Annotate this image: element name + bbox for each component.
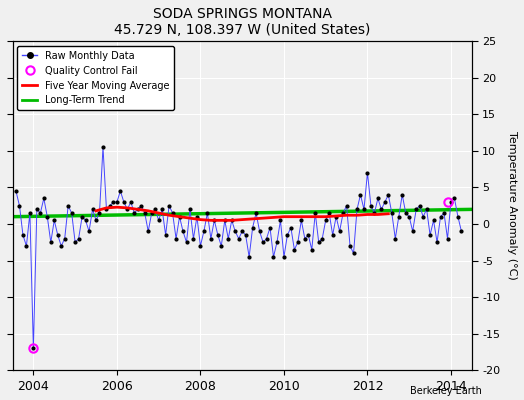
Title: SODA SPRINGS MONTANA
45.729 N, 108.397 W (United States): SODA SPRINGS MONTANA 45.729 N, 108.397 W… [114,7,370,37]
Legend: Raw Monthly Data, Quality Control Fail, Five Year Moving Average, Long-Term Tren: Raw Monthly Data, Quality Control Fail, … [17,46,174,110]
Y-axis label: Temperature Anomaly (°C): Temperature Anomaly (°C) [507,131,517,280]
Text: Berkeley Earth: Berkeley Earth [410,386,482,396]
